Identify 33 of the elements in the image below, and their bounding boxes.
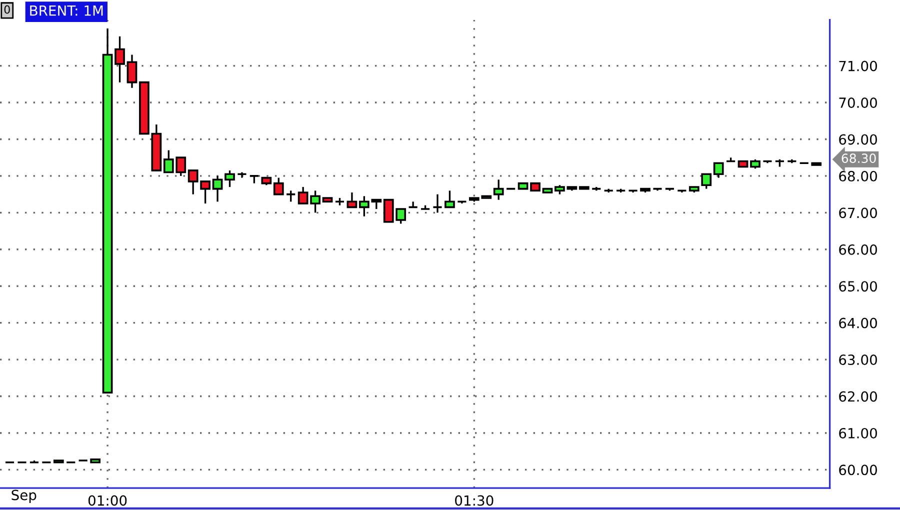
y-tick-label: 60.00	[839, 464, 877, 476]
y-tick-label: 68.00	[839, 170, 877, 182]
x-tick-label: 01:30	[455, 495, 494, 506]
y-tick-label: 70.00	[839, 97, 877, 108]
candlestick	[554, 184, 565, 196]
x-tick-label: 01:00	[88, 495, 127, 506]
candlestick	[273, 176, 284, 196]
candlestick	[444, 190, 455, 208]
candlestick	[286, 190, 296, 202]
y-tick-label: 71.00	[839, 60, 877, 72]
y-tick-label: 67.00	[839, 208, 877, 218]
candlestick	[126, 54, 138, 89]
y-tick-label: 61.00	[839, 428, 877, 438]
text: Sep	[12, 490, 36, 503]
candlestick	[432, 193, 443, 214]
candlestick	[114, 36, 125, 84]
y-tick-label: 64.00	[839, 318, 877, 328]
candlestick	[212, 175, 223, 202]
candlestick	[346, 192, 358, 208]
text: 0	[4, 5, 10, 14]
y-tick-label: 63.00	[839, 354, 877, 366]
y-tick-label: 62.00	[839, 391, 877, 402]
y-tick-label: 66.00	[839, 244, 877, 255]
y-tick-label: 65.00	[839, 281, 877, 292]
y-tick-label: 69.00	[839, 134, 877, 145]
chart-title: BRENT: 1M	[30, 6, 103, 16]
text: 68.30	[842, 154, 876, 164]
candlestick	[224, 170, 235, 188]
candlestick	[701, 173, 712, 190]
candlestick	[713, 162, 724, 179]
candlestick	[408, 200, 418, 208]
candlestick	[750, 158, 760, 170]
candlestick	[493, 178, 504, 201]
